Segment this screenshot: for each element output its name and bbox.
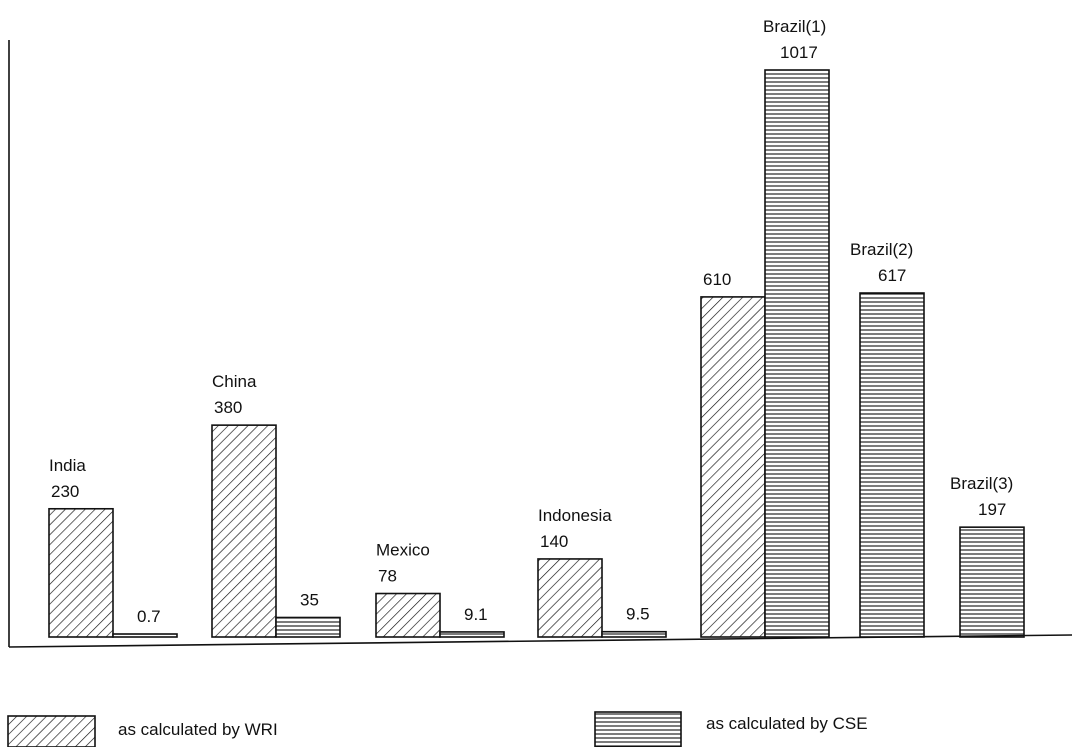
value-label-brazil-2--series-1: 617 (878, 266, 906, 285)
legend-swatch-wri (7, 715, 96, 747)
category-label-china: China (212, 372, 257, 391)
value-label-india-series-1: 0.7 (137, 607, 161, 626)
value-label-china-series-1: 35 (300, 590, 319, 609)
legend-swatch-cse (594, 711, 682, 747)
bar-group-4-series-1 (764, 69, 830, 638)
category-label-brazil-1: Brazil(1) (763, 17, 826, 36)
category-label-indonesia: Indonesia (538, 506, 612, 525)
legend-item-wri: as calculated by WRI (7, 715, 278, 747)
category-label-mexico: Mexico (376, 541, 430, 560)
value-label-brazil-3--series-1: 197 (978, 500, 1006, 519)
bar-india-series-0 (48, 507, 114, 638)
category-label-india: India (49, 456, 86, 475)
bar-mexico-series-0 (375, 592, 441, 638)
legend-item-cse: as calculated by CSE (594, 711, 868, 747)
bar-brazil-3--series-1 (959, 526, 1025, 638)
value-label-india-series-0: 230 (51, 482, 79, 501)
x-axis-line (8, 634, 1073, 648)
legend: as calculated by WRI as calculated by CS… (7, 711, 868, 747)
labels-layer: 230 India 0.7 380 China 35 78 Mexico 9.1 140 Indon… (49, 17, 1013, 626)
bar-brazil-2--series-1 (859, 292, 925, 638)
bar-china-series-0 (211, 424, 277, 638)
category-label-brazil-3-: Brazil(3) (950, 474, 1013, 493)
category-label-brazil-2-: Brazil(2) (850, 240, 913, 259)
value-label-mexico-series-1: 9.1 (464, 605, 488, 624)
value-label-china-series-0: 380 (214, 398, 242, 417)
bar-group-4-series-0 (700, 296, 766, 638)
bar-mexico-series-1 (439, 631, 505, 638)
value-label-group-4-series-0: 610 (703, 270, 731, 289)
bar-indonesia-series-1 (601, 630, 667, 638)
value-label-indonesia-series-0: 140 (540, 532, 568, 551)
value-label-mexico-series-0: 78 (378, 567, 397, 586)
legend-label-cse: as calculated by CSE (706, 714, 868, 733)
value-label-indonesia-series-1: 9.5 (626, 605, 650, 624)
bar-indonesia-series-0 (537, 558, 603, 638)
bar-china-series-1 (275, 616, 341, 638)
bar-india-series-1 (112, 633, 178, 638)
legend-label-wri: as calculated by WRI (118, 720, 278, 739)
value-label-group-4-series-1: 1017 (780, 43, 818, 62)
bars-layer (48, 69, 1025, 638)
